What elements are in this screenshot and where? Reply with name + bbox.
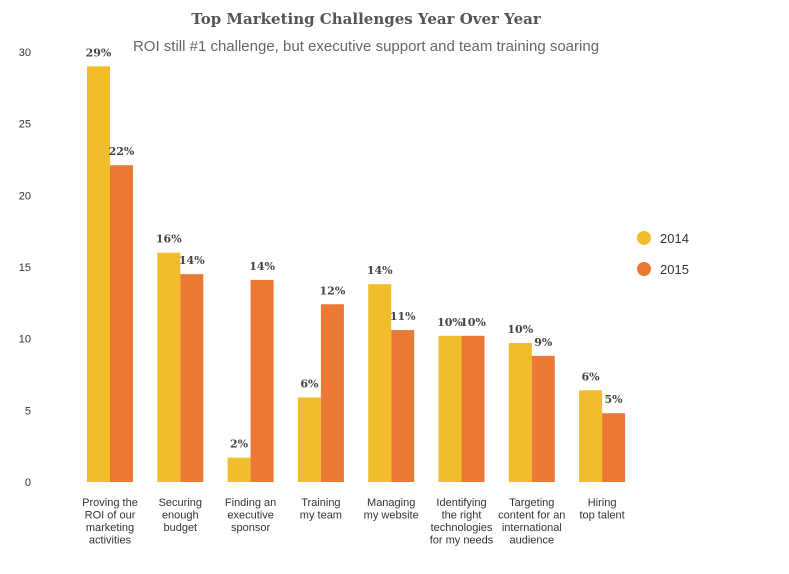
x-category-label-line: enough [162,510,199,522]
x-category-label: Proving the ROI of our marketing activities [82,497,138,547]
chart-subtitle: ROI still #1 challenge, but executive su… [133,38,599,55]
x-category-label-line: content for an [498,510,565,522]
bar-2015 [320,304,344,482]
data-label: 2% [230,438,249,451]
data-label: 16% [156,233,182,246]
bar-2014 [368,284,392,482]
data-label: 29% [86,46,112,59]
x-category-label-line: the right [442,510,482,522]
bar-2015 [110,165,133,482]
y-tick-label: 15 [19,262,31,274]
x-category-label-line: for my needs [430,535,494,547]
x-category-label: Identifying the right technologies for my n… [430,497,494,547]
bar-2014 [438,335,462,482]
data-label: 6% [582,370,601,383]
data-label: 11% [390,310,416,323]
x-category-label-line: budget [163,522,197,534]
data-label: 10% [437,316,463,329]
x-category-label: Finding an executive sponsor [225,497,276,534]
bar-2015 [602,413,626,482]
y-tick-label: 5 [25,405,31,417]
bar-2014 [227,457,251,482]
x-category-label-line: Identifying [436,497,486,509]
y-tick-label: 0 [25,477,31,489]
x-category-label-line: ROI of our [85,510,136,522]
bar-2014 [297,397,321,482]
y-tick-label: 30 [19,47,31,59]
x-category-label-line: Finding an [225,497,276,509]
data-label: 5% [605,393,624,406]
x-axis: Proving the ROI of our marketing activities… [82,497,625,547]
x-category-label: Managing my website [364,497,419,522]
data-label: 14% [179,254,205,267]
bar-2015 [250,279,274,482]
y-tick-label: 25 [19,119,31,131]
x-category-label-line: my team [300,510,342,522]
y-tick-label: 20 [19,190,31,202]
data-label: 22% [109,145,135,158]
x-category-label-line: Proving the [82,497,138,509]
x-category-label-line: Training [301,497,340,509]
data-label: 14% [367,264,393,277]
bar-2015 [391,330,415,482]
bar-2014 [87,66,110,482]
y-axis: 0 5 10 15 20 25 30 [19,47,31,489]
x-category-label-line: Hiring [588,497,617,509]
bar-2014 [157,252,181,482]
legend-marker-2015 [637,262,651,276]
x-category-label: Securing enough budget [159,497,202,534]
data-label: 10% [460,316,486,329]
x-category-label-line: top talent [579,510,624,522]
x-category-label-line: executive [227,510,273,522]
bar-2015 [180,274,204,482]
data-label: 12% [320,284,346,297]
bar-2014 [579,390,603,482]
data-label: 14% [249,260,275,273]
data-label: 9% [534,336,553,349]
x-category-label-line: audience [509,535,554,547]
x-category-label-line: technologies [431,522,493,534]
legend-marker-2014 [637,231,651,245]
x-category-label-line: my website [364,510,419,522]
x-category-label-line: Securing [159,497,202,509]
data-label: 6% [300,377,319,390]
x-category-label-line: Managing [367,497,415,509]
bar-2014 [508,342,532,482]
x-category-label-line: Targeting [509,497,554,509]
chart-title: Top Marketing Challenges Year Over Year [191,10,542,28]
data-label: 10% [507,323,533,336]
x-category-label: Training my team [300,497,342,522]
legend: 2014 2015 [637,231,689,277]
x-category-label: Hiring top talent [579,497,624,522]
x-category-label: Targeting content for an international audi… [498,497,565,547]
bar-2015 [461,335,485,482]
bars [87,66,626,482]
x-category-label-line: international [502,522,562,534]
x-category-label-line: marketing [86,522,134,534]
data-labels: 29%16%2%6%14%10%10%6%22%14% 14%12%11% 10%9… [86,46,624,450]
bar-2015 [531,355,555,482]
y-tick-label: 10 [19,334,31,346]
legend-label: 2015 [660,262,689,277]
legend-label: 2014 [660,231,689,246]
x-category-label-line: activities [89,535,132,547]
x-category-label-line: sponsor [231,522,270,534]
